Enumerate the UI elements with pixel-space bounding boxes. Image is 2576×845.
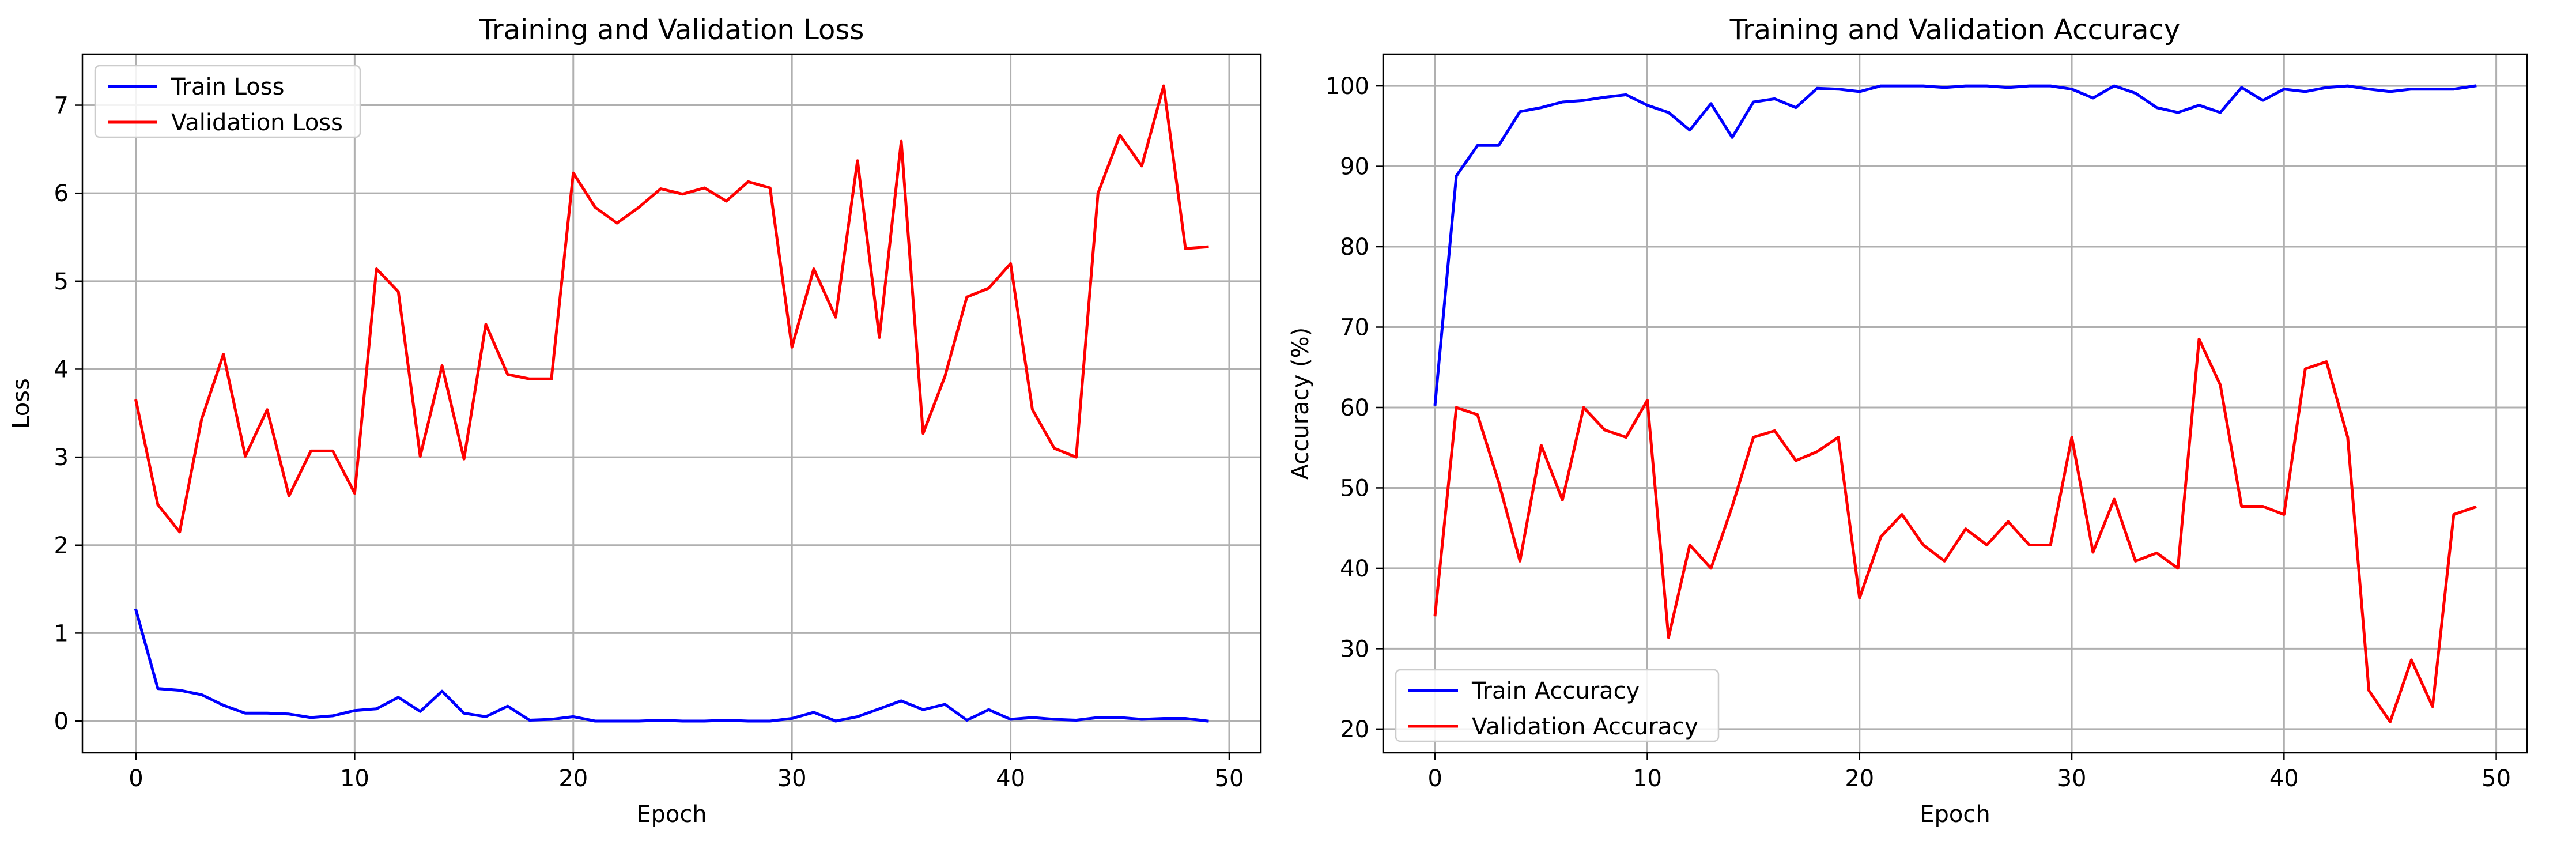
- y-tick-label: 7: [54, 93, 69, 119]
- y-tick-label: 3: [54, 444, 69, 471]
- y-tick-label: 30: [1340, 636, 1369, 662]
- y-tick-label: 70: [1340, 315, 1369, 341]
- y-tick-label: 0: [54, 708, 69, 735]
- series-line-1: [1433, 84, 2477, 406]
- chart-panel-2: 0 10 20 30 40 50 20 30 40 50 60 70 80 90 100 Training a…: [1287, 14, 2528, 828]
- x-tick-label: 30: [777, 765, 807, 792]
- axes-frame: [81, 53, 1262, 754]
- x-tick-label: 40: [2269, 765, 2299, 792]
- x-tick-label: 40: [996, 765, 1025, 792]
- x-tick-label: 50: [2481, 765, 2511, 792]
- y-tick-label: 20: [1340, 716, 1369, 743]
- y-tick-label: 50: [1340, 475, 1369, 501]
- axes-frame: [1382, 53, 2528, 754]
- y-tick-label: 2: [54, 533, 69, 559]
- legend: Train Loss Validation Loss: [94, 65, 361, 138]
- x-tick-label: 50: [1215, 765, 1244, 792]
- x-axis-label: Epoch: [636, 801, 707, 828]
- chart-title: Training and Validation Accuracy: [1729, 14, 2181, 46]
- y-tick-label: 1: [54, 620, 69, 647]
- y-tick-label: 6: [54, 180, 69, 207]
- x-tick-label: 10: [340, 765, 369, 792]
- x-axis-label: Epoch: [1920, 801, 1990, 828]
- y-axis-label: Loss: [8, 378, 35, 429]
- chart-title: Training and Validation Loss: [479, 14, 864, 46]
- legend-label-2: Validation Loss: [171, 110, 343, 136]
- legend-label-1: Train Accuracy: [1471, 678, 1640, 704]
- chart-panel-1: 0 10 20 30 40 50 0 1 2 3 4 5 6 7 Training and Validati…: [8, 14, 1262, 828]
- x-tick-label: 0: [129, 765, 143, 792]
- y-tick-label: 100: [1325, 73, 1369, 100]
- x-tick-label: 0: [1428, 765, 1442, 792]
- y-tick-label: 40: [1340, 556, 1369, 582]
- legend-box: [94, 65, 361, 138]
- x-tick-label: 30: [2057, 765, 2087, 792]
- x-tick-label: 10: [1633, 765, 1662, 792]
- y-tick-label: 4: [54, 356, 69, 383]
- legend-label-2: Validation Accuracy: [1472, 714, 1698, 740]
- y-tick-label: 5: [54, 269, 69, 295]
- series-line-2: [1433, 337, 2477, 723]
- x-tick-label: 20: [1845, 765, 1874, 792]
- y-tick-label: 90: [1340, 154, 1369, 180]
- y-tick-label: 80: [1340, 234, 1369, 261]
- legend: Train Accuracy Validation Accuracy: [1395, 669, 1720, 742]
- series-line-1: [134, 608, 1209, 723]
- legend-box: [1395, 669, 1720, 742]
- y-axis-label: Accuracy (%): [1287, 327, 1314, 480]
- legend-label-1: Train Loss: [171, 74, 284, 100]
- y-tick-label: 60: [1340, 395, 1369, 421]
- series-line-2: [134, 84, 1209, 534]
- x-tick-label: 20: [558, 765, 588, 792]
